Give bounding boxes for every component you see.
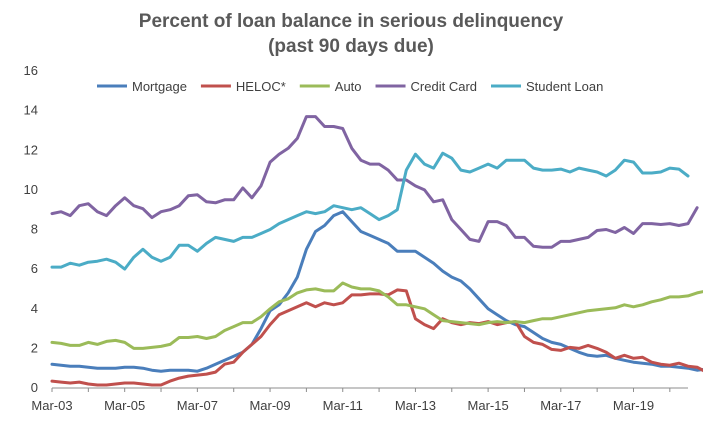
series-line-auto <box>50 281 703 350</box>
series-line-heloc <box>50 288 703 387</box>
y-tick-label: 2 <box>31 340 38 355</box>
chart-title: Percent of loan balance in serious delin… <box>139 11 564 32</box>
x-tick-label: Mar-13 <box>395 398 436 413</box>
series-line-student-loan <box>50 151 690 271</box>
legend-label: Credit Card <box>411 79 477 94</box>
y-tick-label: 16 <box>24 63 38 78</box>
y-tick-label: 10 <box>24 182 38 197</box>
x-axis: Mar-03 Mar-05 Mar-07 Mar-09 Mar-11 Mar-13 Mar-… <box>31 387 688 413</box>
x-tick-label: Mar-07 <box>177 398 218 413</box>
y-tick-label: 4 <box>31 301 38 316</box>
x-tick-label: Mar-05 <box>104 398 145 413</box>
x-tick-label: Mar-19 <box>613 398 654 413</box>
y-tick-label: 0 <box>31 380 38 395</box>
y-tick-label: 12 <box>24 142 38 157</box>
series-line-credit-card <box>50 115 699 249</box>
chart-subtitle: (past 90 days due) <box>268 36 434 57</box>
x-tick-label: Mar-03 <box>31 398 72 413</box>
y-tick-label: 6 <box>31 261 38 276</box>
legend-label: HELOC* <box>236 79 286 94</box>
x-tick-label: Mar-15 <box>468 398 509 413</box>
y-axis-ticks: 0 2 4 6 8 10 12 14 16 <box>24 63 38 395</box>
legend-label: Student Loan <box>526 79 603 94</box>
legend-label: Mortgage <box>132 79 187 94</box>
x-tick-label: Mar-11 <box>323 398 363 413</box>
legend-label: Auto <box>335 79 362 94</box>
y-tick-label: 8 <box>31 222 38 237</box>
y-tick-label: 14 <box>24 103 38 118</box>
series-lines <box>50 115 703 387</box>
legend: Mortgage HELOC* Auto Credit Card Student Loa… <box>97 79 603 94</box>
x-tick-label: Mar-09 <box>249 398 290 413</box>
x-tick-label: Mar-17 <box>540 398 581 413</box>
